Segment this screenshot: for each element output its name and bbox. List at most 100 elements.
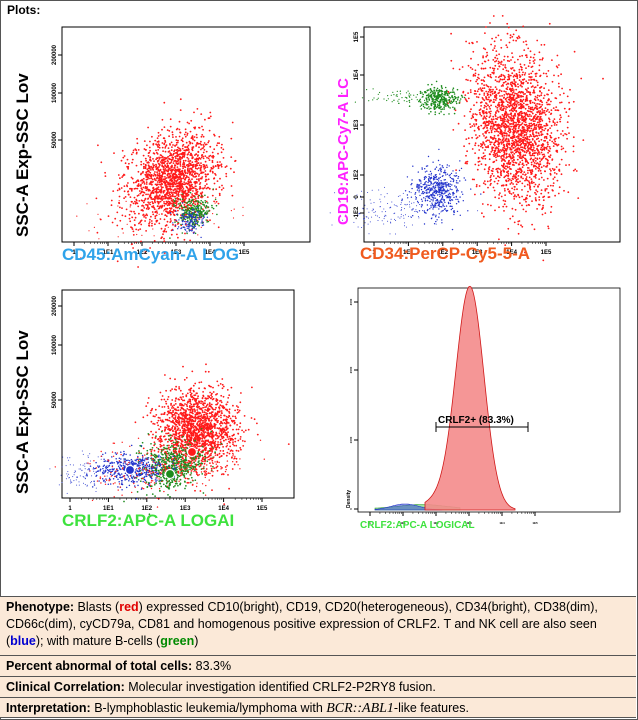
blast-event [465, 40, 467, 43]
blast-event [521, 122, 524, 124]
blast-event [483, 126, 486, 129]
blast-event [484, 149, 486, 151]
blast-event [519, 55, 521, 58]
blast-event [149, 140, 151, 143]
blast-event [503, 145, 506, 148]
blast-event [152, 165, 155, 167]
blast-event [505, 143, 508, 146]
blast-event [489, 100, 491, 102]
blast-event [473, 123, 475, 125]
blast-event [505, 108, 507, 110]
tnk-event [414, 193, 416, 195]
blast-event [194, 167, 197, 170]
blast-event [525, 143, 527, 146]
blast-event [189, 172, 191, 175]
blast-event [529, 134, 532, 136]
blast-event [148, 177, 151, 180]
blast-event [541, 144, 544, 146]
blast-event [515, 88, 518, 91]
tnk-event [424, 171, 427, 173]
blast-event [516, 36, 519, 39]
blast-event [222, 148, 225, 151]
tnk-event [357, 214, 359, 216]
blast-event [178, 186, 181, 189]
blast-event [510, 100, 512, 103]
blast-event [208, 140, 210, 142]
blast-event [538, 157, 541, 160]
blast-event [168, 201, 171, 203]
blast-event [539, 99, 542, 102]
tnk-event [182, 212, 185, 215]
blast-event [520, 80, 522, 83]
blast-event [515, 180, 517, 183]
blast-event [530, 161, 533, 164]
blast-event [545, 101, 548, 104]
bcell-event [184, 208, 187, 211]
bcell-event [190, 208, 193, 210]
blast-event [548, 120, 551, 123]
blast-event [532, 120, 535, 123]
blast-event [175, 141, 178, 144]
blast-event [521, 54, 524, 57]
tnk-event [457, 176, 460, 178]
blast-event [467, 92, 469, 94]
blast-event [539, 160, 541, 163]
blast-event [200, 143, 203, 146]
tnk-event [420, 182, 422, 184]
blast-event [151, 224, 153, 227]
blast-event [545, 122, 548, 125]
blast-event [218, 194, 221, 197]
blast-event [490, 141, 492, 144]
blast-event [184, 131, 187, 134]
tnk-event [437, 169, 440, 172]
tnk-event [411, 187, 413, 190]
blast-event [515, 122, 518, 124]
tnk-event [381, 220, 383, 222]
blast-event [140, 223, 143, 226]
blast-event [503, 94, 506, 96]
blast-event [177, 193, 180, 196]
blast-event [233, 208, 235, 210]
blast-event [508, 135, 511, 137]
blast-event [475, 80, 477, 83]
tnk-event [422, 184, 424, 186]
blast-event [186, 194, 188, 197]
blast-event [503, 116, 506, 119]
bcell-event [201, 215, 203, 217]
blast-event [481, 87, 484, 90]
tnk-event [441, 210, 443, 212]
blast-event [544, 127, 547, 130]
blast-event [147, 161, 150, 164]
blast-event [500, 157, 503, 159]
blast-event [526, 82, 529, 84]
blast-event [171, 180, 173, 183]
blast-event [493, 155, 496, 158]
blast-event [198, 146, 200, 149]
blast-event [477, 88, 480, 91]
blast-event [163, 101, 166, 104]
tnk-event [452, 178, 455, 180]
blast-event [467, 137, 470, 140]
blast-event [493, 143, 495, 146]
blast-event [533, 140, 536, 143]
tnk-event [415, 197, 417, 199]
blast-event [512, 183, 514, 185]
blast-event [168, 130, 171, 132]
blast-event [189, 130, 192, 133]
blast-event [526, 183, 529, 186]
blast-event [550, 124, 553, 127]
blast-event [168, 173, 171, 175]
blast-event [501, 117, 504, 120]
blast-event [517, 116, 519, 118]
tnk-event [204, 213, 206, 216]
tnk-event [441, 194, 443, 197]
blast-event [165, 215, 168, 218]
blast-event [486, 98, 489, 101]
blast-event [523, 144, 526, 147]
blast-event [500, 63, 502, 65]
blast-event [505, 179, 507, 182]
blast-event [142, 201, 145, 204]
blast-event [463, 145, 465, 148]
blast-event [214, 174, 217, 176]
tnk-event [429, 188, 431, 191]
